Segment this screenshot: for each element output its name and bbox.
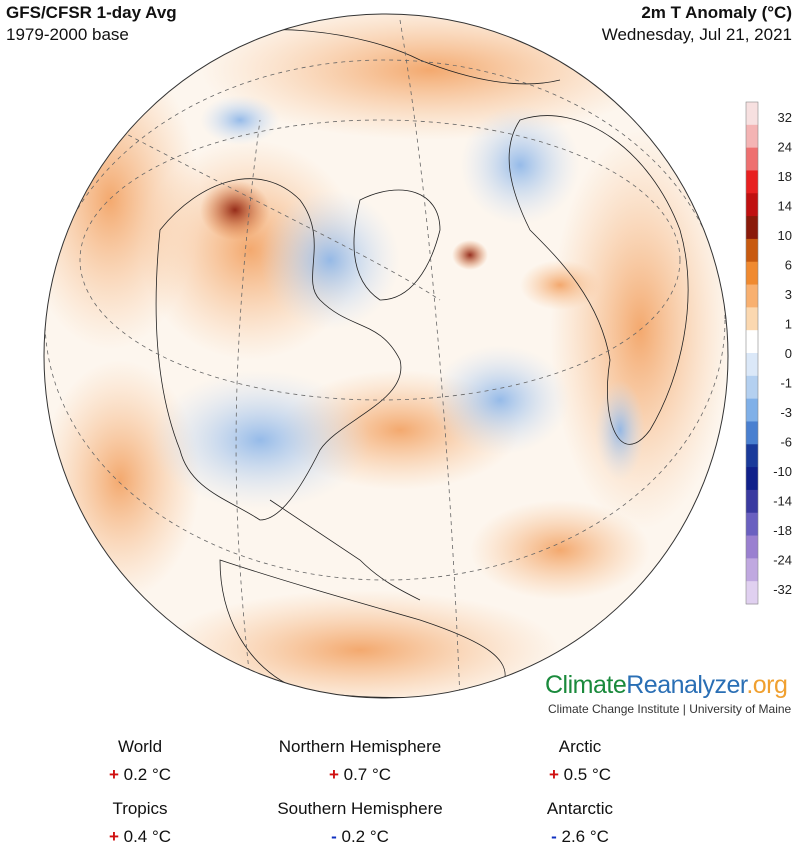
colorbar-swatch bbox=[746, 444, 758, 468]
colorbar-swatch bbox=[746, 170, 758, 194]
colorbar-tick-label: -6 bbox=[780, 435, 792, 450]
colorbar-swatch bbox=[746, 558, 758, 582]
colorbar-swatch bbox=[746, 124, 758, 149]
stat-value: 0.7 °C bbox=[343, 765, 392, 784]
stat-value: 2.6 °C bbox=[561, 827, 609, 846]
anomaly-field bbox=[44, 14, 728, 698]
colorbar-swatch bbox=[746, 193, 758, 217]
colorbar-tick-label: -3 bbox=[780, 405, 792, 420]
map-title: GFS/CFSR 1-day Avg bbox=[6, 3, 177, 22]
colorbar-swatch bbox=[746, 261, 758, 286]
colorbar-swatch bbox=[746, 238, 758, 263]
stat-value: 0.2 °C bbox=[341, 827, 389, 846]
colorbar-swatch bbox=[746, 353, 758, 377]
colorbar-swatch bbox=[746, 489, 758, 514]
colorbar-tick-label: 10 bbox=[778, 228, 792, 243]
colorbar-tick-label: 14 bbox=[778, 199, 792, 214]
colorbar-tick-label: 6 bbox=[785, 258, 792, 273]
colorbar-tick-label: 32 bbox=[778, 110, 792, 125]
brand-subtitle: Climate Change Institute | University of… bbox=[548, 702, 792, 716]
stat-sign: + bbox=[108, 827, 119, 846]
brand-block: ClimateReanalyzer.org Climate Change Ins… bbox=[545, 670, 795, 716]
colorbar-swatch bbox=[746, 421, 758, 445]
globe-outline bbox=[43, 13, 729, 699]
stat-sign: + bbox=[328, 765, 339, 784]
colorbar-swatch bbox=[746, 398, 758, 422]
colorbar-tick-label: 0 bbox=[785, 346, 792, 361]
stat-sign: + bbox=[548, 765, 559, 784]
colorbar-swatch bbox=[746, 216, 758, 240]
colorbar-swatches bbox=[745, 101, 759, 605]
variable-title-block: 2m T Anomaly (°C) Wednesday, Jul 21, 202… bbox=[602, 2, 792, 46]
colorbar-swatch bbox=[746, 467, 758, 491]
stat-antarctic: Antarctic - 2.6 °C bbox=[460, 798, 700, 848]
colorbar-tick-label: -1 bbox=[780, 376, 792, 391]
brand-part-climate: Climate bbox=[545, 671, 627, 699]
stat-label: Arctic bbox=[558, 737, 602, 756]
colorbar-swatch bbox=[746, 330, 758, 354]
colorbar-swatch bbox=[746, 375, 758, 400]
brand-part-org: .org bbox=[746, 671, 788, 699]
colorbar-swatch bbox=[746, 102, 758, 126]
colorbar-tick-label: -18 bbox=[773, 523, 792, 538]
colorbar-swatch bbox=[746, 147, 758, 171]
colorbar-tick-label: 24 bbox=[778, 140, 792, 155]
stat-label: Northern Hemisphere bbox=[278, 737, 442, 756]
stat-label: Tropics bbox=[112, 799, 168, 818]
colorbar-swatch bbox=[746, 512, 758, 537]
colorbar-swatch bbox=[746, 307, 758, 331]
stat-value: 0.5 °C bbox=[563, 765, 612, 784]
stat-world: World + 0.2 °C bbox=[20, 736, 260, 786]
stat-arctic: Arctic + 0.5 °C bbox=[460, 736, 700, 786]
colorbar-tick-label: -24 bbox=[773, 553, 792, 568]
base-period: 1979-2000 base bbox=[6, 25, 129, 44]
colorbar-tick-label: -14 bbox=[773, 494, 792, 509]
stat-value: 0.2 °C bbox=[123, 765, 172, 784]
colorbar-swatch bbox=[746, 284, 758, 308]
date-label: Wednesday, Jul 21, 2021 bbox=[601, 25, 792, 44]
anomaly-stats: World + 0.2 °C Northern Hemisphere + 0.7… bbox=[0, 732, 800, 846]
colorbar-tick-label: 3 bbox=[785, 287, 792, 302]
colorbar-tick-label: -10 bbox=[773, 464, 792, 479]
brand-part-reanalyzer: Reanalyzer bbox=[626, 671, 747, 699]
colorbar-border bbox=[745, 101, 759, 605]
stat-southern-hemisphere: Southern Hemisphere - 0.2 °C bbox=[240, 798, 480, 848]
colorbar-swatch bbox=[746, 581, 758, 605]
stat-tropics: Tropics + 0.4 °C bbox=[20, 798, 260, 848]
colorbar-tick-label: 18 bbox=[778, 169, 792, 184]
stat-sign: - bbox=[551, 827, 557, 846]
stat-sign: - bbox=[331, 827, 337, 846]
stat-sign: + bbox=[108, 765, 119, 784]
stat-label: Antarctic bbox=[546, 799, 614, 818]
colorbar-tick-label: 1 bbox=[785, 317, 792, 332]
stat-label: World bbox=[117, 737, 163, 756]
colorbar-tick-label: -32 bbox=[773, 582, 792, 597]
stat-value: 0.4 °C bbox=[123, 827, 172, 846]
stat-label: Southern Hemisphere bbox=[277, 799, 443, 818]
map-title-block: GFS/CFSR 1-day Avg 1979-2000 base bbox=[6, 2, 177, 46]
colorbar-swatch bbox=[746, 535, 758, 559]
brand-logo[interactable]: ClimateReanalyzer.org bbox=[545, 670, 795, 700]
stat-northern-hemisphere: Northern Hemisphere + 0.7 °C bbox=[240, 736, 480, 786]
variable-title: 2m T Anomaly (°C) bbox=[641, 3, 792, 22]
